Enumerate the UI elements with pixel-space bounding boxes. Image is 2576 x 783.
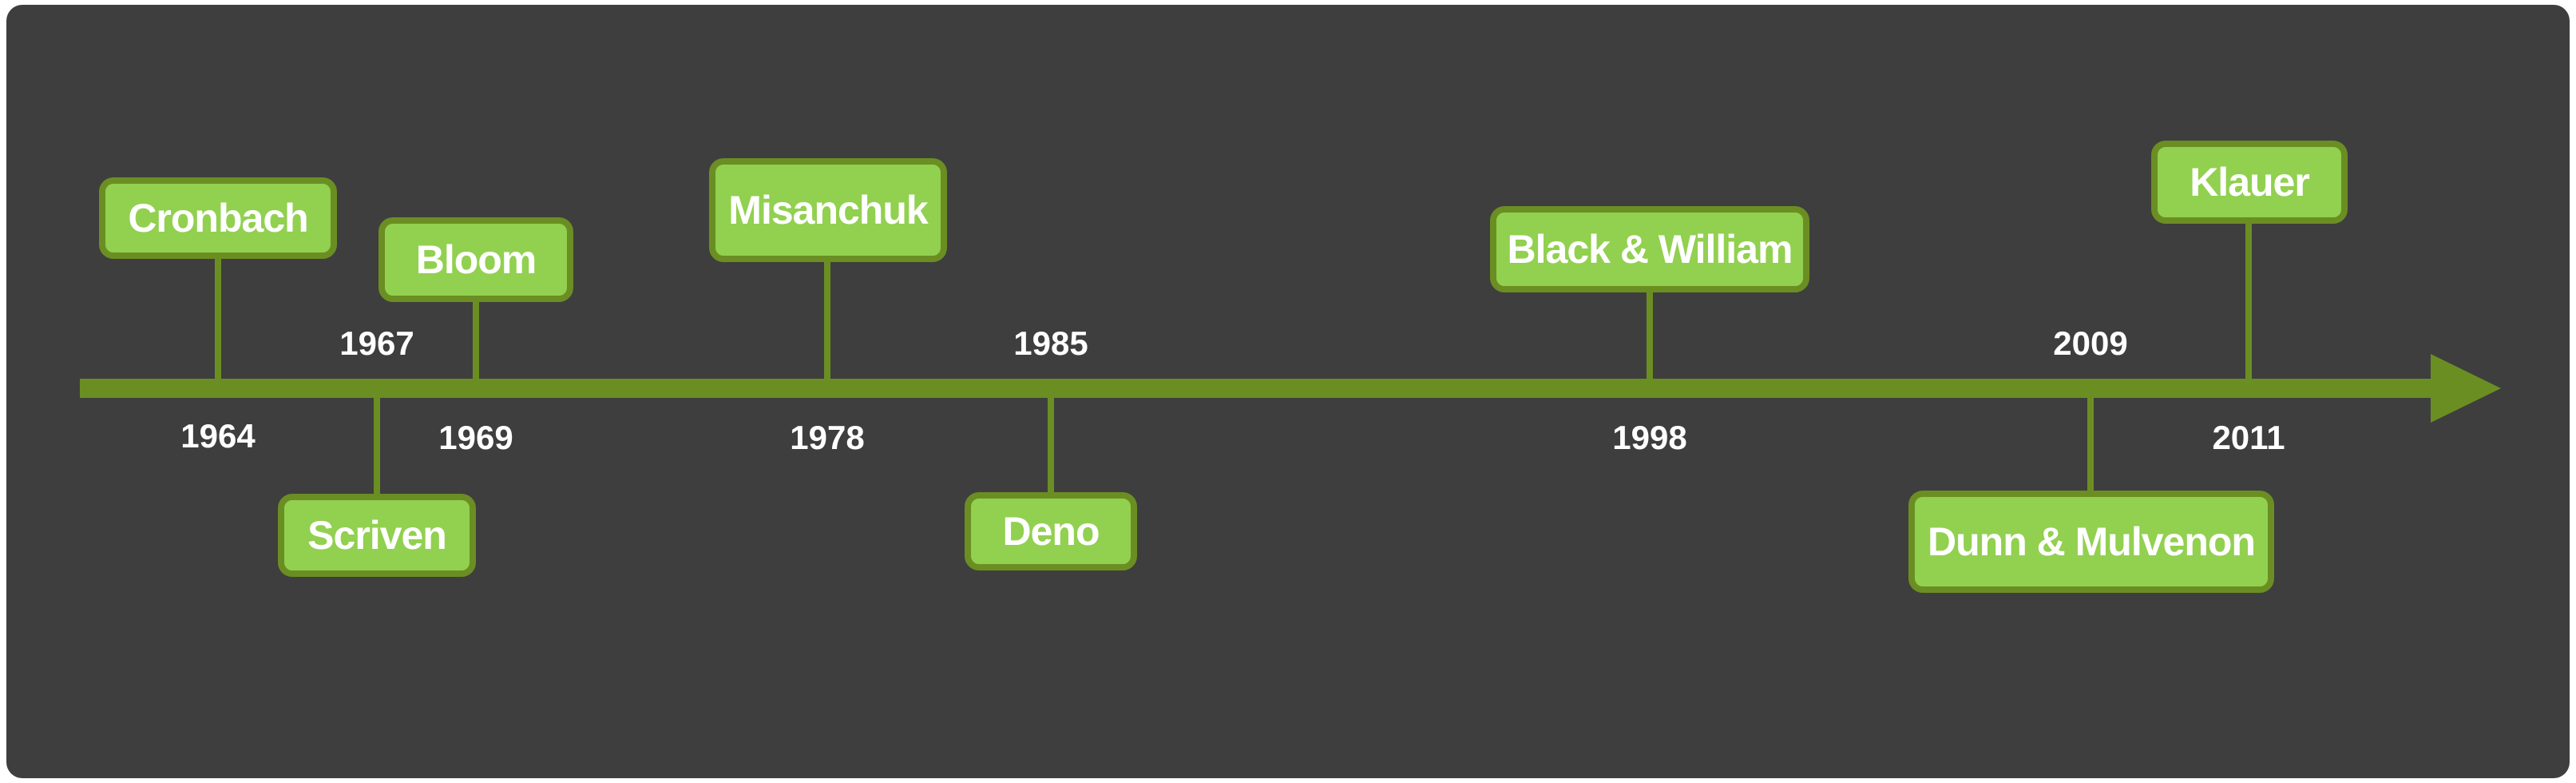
event-box <box>378 217 573 302</box>
event-name: Bloom <box>416 237 537 282</box>
event-name: Deno <box>1003 509 1100 554</box>
event-connector <box>1048 398 1054 495</box>
event-year: 1964 <box>180 417 256 455</box>
event-name: Dunn & Mulvenon <box>1928 519 2255 564</box>
event-name: Cronbach <box>128 196 307 240</box>
event-connector <box>2087 398 2094 494</box>
event-year: 1985 <box>1013 324 1088 362</box>
event-name: Black & William <box>1508 227 1793 272</box>
event-box <box>99 177 337 259</box>
timeline-event: Deno 1985 <box>965 324 1137 570</box>
timeline-event: Dunn & Mulvenon 2009 <box>1908 324 2274 593</box>
event-box <box>709 158 947 262</box>
event-connector <box>215 256 221 379</box>
events-layer: Cronbach 1964 Scriven 1967 Bloom 1969 Misanchu… <box>99 141 2348 593</box>
event-year: 1998 <box>1612 419 1686 456</box>
event-connector <box>1647 289 1653 379</box>
timeline-event: Cronbach 1964 <box>99 177 337 455</box>
event-name: Klauer <box>2190 160 2309 205</box>
event-year: 2009 <box>2053 324 2127 362</box>
event-year: 2011 <box>2212 419 2285 456</box>
event-year: 1967 <box>339 324 414 362</box>
event-box <box>278 494 476 577</box>
timeline-axis <box>80 379 2435 398</box>
event-connector <box>2245 221 2252 379</box>
event-box <box>965 492 1137 570</box>
timeline-event: Scriven 1967 <box>278 324 476 577</box>
event-year: 1969 <box>438 419 513 456</box>
event-connector <box>824 259 830 379</box>
event-year: 1978 <box>790 419 864 456</box>
event-name: Scriven <box>307 513 446 558</box>
event-connector <box>374 398 380 497</box>
event-connector <box>473 299 479 379</box>
timeline-event: Black & William 1998 <box>1490 206 1809 456</box>
timeline-arrowhead <box>2431 354 2501 423</box>
event-box <box>1908 491 2274 593</box>
event-name: Misanchuk <box>728 188 929 233</box>
timeline-event: Misanchuk 1978 <box>709 158 947 456</box>
timeline-event: Klauer 2011 <box>2151 141 2348 456</box>
event-box <box>2151 141 2348 224</box>
timeline-event: Bloom 1969 <box>378 217 573 456</box>
event-box <box>1490 206 1809 292</box>
